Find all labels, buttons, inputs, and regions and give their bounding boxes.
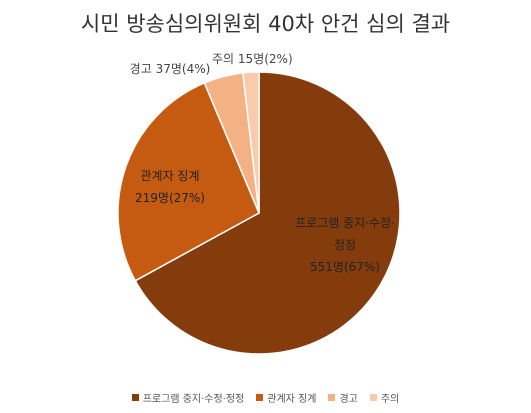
slice-category: 경고 [129, 62, 152, 76]
slice-category: 주의 [212, 52, 235, 66]
legend-item: 프로그램 중지·수정·정정 [131, 390, 245, 405]
slice-value-label: 37명(4%) [155, 62, 211, 76]
legend-item: 경고 [328, 390, 358, 405]
legend-swatch [328, 394, 336, 401]
pie-slice [117, 82, 260, 282]
pie-slice [242, 71, 260, 214]
chart-title: 시민 방송심의위원회 40차 안건 심의 결과 [80, 12, 451, 36]
slice-label: 프로그램 중지·수정·정정 551명(67%) [290, 212, 400, 278]
slice-value-label: 551명(67%) [310, 260, 380, 274]
pie-slice [134, 71, 401, 355]
slice-label: 경고 37명(4%) [125, 58, 215, 80]
legend-swatch [369, 394, 377, 401]
legend-item: 관계자 징계 [256, 390, 316, 405]
legend-label: 관계자 징계 [267, 394, 317, 405]
legend-label: 프로그램 중지·수정·정정 [142, 394, 245, 405]
legend-label: 주의 [380, 394, 400, 405]
slice-category: 프로그램 중지·수정·정정 [295, 216, 395, 252]
legend-swatch [256, 394, 264, 401]
slice-value-label: 219명(27%) [135, 191, 205, 205]
slice-label: 주의 15명(2%) [212, 48, 293, 70]
slice-value-label: 15명(2%) [237, 52, 293, 66]
slice-category: 관계자 징계 [140, 169, 200, 183]
legend-item: 주의 [369, 390, 400, 405]
legend-label: 경고 [339, 394, 358, 405]
slice-label: 관계자 징계 219명(27%) [125, 165, 215, 209]
legend-swatch [131, 394, 139, 401]
legend: 프로그램 중지·수정·정정 관계자 징계 경고 주의 [0, 390, 531, 405]
